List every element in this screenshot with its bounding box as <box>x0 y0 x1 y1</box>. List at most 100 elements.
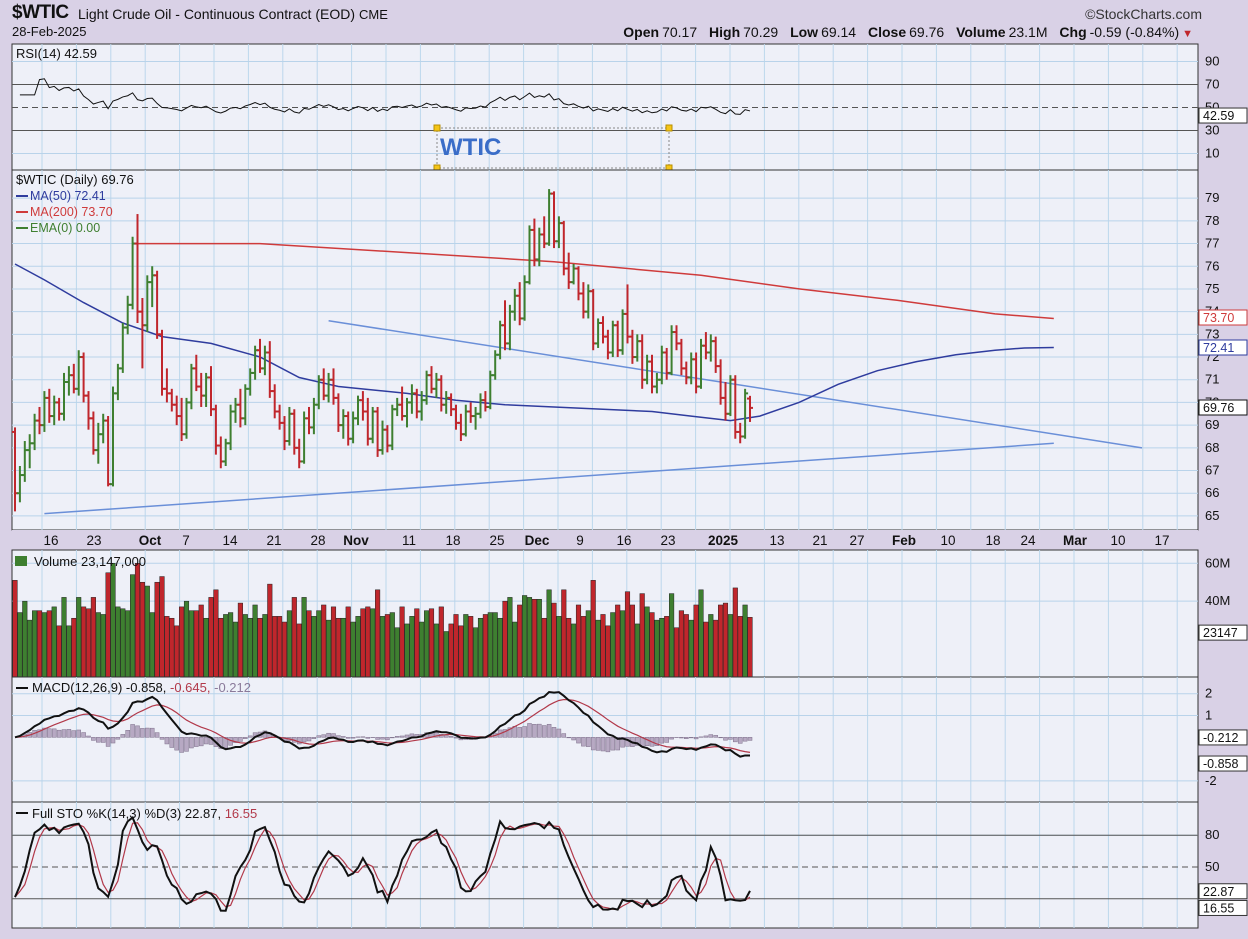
volume-bar <box>713 619 719 678</box>
volume-bar <box>389 612 395 678</box>
macd-tick-label: 1 <box>1205 708 1212 723</box>
volume-bar <box>188 610 194 678</box>
volume-bar <box>208 597 214 678</box>
volume-bar <box>629 604 635 678</box>
x-tick-label: 23 <box>86 533 101 548</box>
down-arrow-icon: ▼ <box>1182 28 1193 40</box>
volume-bar <box>487 612 493 678</box>
price-tick-label: 66 <box>1205 485 1219 500</box>
macd-histogram-bar <box>81 732 86 738</box>
volume-bar <box>610 612 616 678</box>
macd-histogram-bar <box>365 737 371 739</box>
macd-histogram-bar <box>605 737 611 753</box>
volume-bar <box>541 617 547 678</box>
volume-bar <box>228 612 234 678</box>
volume-bar <box>242 614 248 678</box>
x-tick-label: 13 <box>769 533 784 548</box>
volume-bar <box>502 600 508 678</box>
price-legend-entry: MA(50) 72.41 <box>30 189 106 203</box>
volume-bar <box>32 610 38 678</box>
macd-histogram-bar <box>404 734 410 738</box>
volume-bar <box>125 610 131 678</box>
macd-histogram-bar <box>448 736 454 738</box>
volume-last-value: 23147 <box>1203 626 1238 640</box>
volume-bar <box>512 621 518 678</box>
macd-histogram-bar <box>91 737 96 741</box>
macd-histogram-bar <box>620 737 625 748</box>
macd-histogram-bar <box>434 732 439 738</box>
macd-histogram-bar <box>47 728 52 738</box>
price-tick-label: 65 <box>1205 508 1219 523</box>
volume-bar <box>56 625 62 678</box>
macd-histogram-bar <box>375 737 380 740</box>
macd-histogram-bar <box>296 737 302 745</box>
x-tick-label: 9 <box>576 533 584 548</box>
macd-last-value-box <box>1198 755 1248 772</box>
volume-bar <box>575 604 582 678</box>
macd-histogram-bar <box>390 737 395 739</box>
sto-legend-d: 16.55 <box>225 806 258 821</box>
price-tick-label: 68 <box>1205 440 1219 455</box>
ohlc-readout: Open 70.17 High 70.29 Low 69.14 Close 69.76 … <box>615 24 1193 40</box>
volume-bar <box>718 604 724 678</box>
macd-histogram-bar <box>233 737 238 743</box>
volume-bar <box>174 625 180 678</box>
volume-bar <box>232 621 239 678</box>
volume-bar <box>409 616 415 678</box>
volume-bar <box>237 602 243 678</box>
volume-tick-label: 40M <box>1205 593 1230 608</box>
macd-histogram-bar <box>223 737 228 749</box>
macd-histogram-bar <box>194 737 199 747</box>
volume-bar <box>154 581 160 678</box>
symbol-description: Light Crude Oil - Continuous Contract (E… <box>78 6 388 22</box>
volume-bar <box>218 617 224 678</box>
high-value: 70.29 <box>743 24 779 40</box>
volume-bar <box>443 631 449 678</box>
volume-bar <box>321 604 327 678</box>
volume-bar <box>164 616 170 678</box>
volume-bar <box>272 616 278 678</box>
x-tick-label: 21 <box>266 533 281 548</box>
annotation-box <box>436 127 670 169</box>
volume-bar <box>46 610 52 678</box>
volume-bar <box>340 617 346 678</box>
brand-label[interactable]: ©StockCharts.com <box>1085 6 1202 22</box>
macd-legend-macd: -0.858, <box>126 680 170 695</box>
volume-bar <box>747 617 753 678</box>
volume-bar <box>693 604 699 678</box>
volume-bar <box>688 619 694 678</box>
macd-histogram-bar <box>120 734 126 738</box>
price-tick-label: 77 <box>1205 236 1219 251</box>
macd-histogram-bar <box>174 737 179 751</box>
volume-value: 23.1M <box>1008 24 1048 40</box>
volume-bar <box>115 606 121 678</box>
macd-histogram-bar <box>586 737 591 747</box>
volume-bar <box>262 614 268 678</box>
sto-legend: Full STO %K(14,3) %D(3) 22.87, 16.55 <box>32 806 257 821</box>
macd-histogram-bar <box>679 737 684 739</box>
x-tick-label: 24 <box>1020 533 1036 548</box>
volume-bar <box>22 600 28 678</box>
volume-bar <box>66 625 72 678</box>
volume-bar <box>179 606 185 678</box>
volume-bar <box>27 619 33 678</box>
macd-histogram-bar <box>635 737 640 746</box>
x-tick-label: 10 <box>1110 533 1125 548</box>
x-tick-label: 23 <box>660 533 675 548</box>
volume-bar <box>463 614 469 678</box>
volume-bar <box>247 617 253 678</box>
macd-histogram-bar <box>733 737 738 743</box>
high-label: High <box>709 24 741 40</box>
macd-last-value: -0.212 <box>1203 731 1238 745</box>
macd-line <box>14 690 751 758</box>
macd-histogram-bar <box>527 723 532 738</box>
macd-histogram-bar <box>110 737 116 744</box>
volume-bar <box>41 612 47 678</box>
macd-last-value: -0.858 <box>1203 757 1238 771</box>
macd-histogram-bar <box>664 737 669 743</box>
volume-bar <box>360 608 366 678</box>
volume-bar <box>669 593 675 678</box>
x-tick-label: 16 <box>43 533 58 548</box>
volume-bar <box>370 608 376 678</box>
